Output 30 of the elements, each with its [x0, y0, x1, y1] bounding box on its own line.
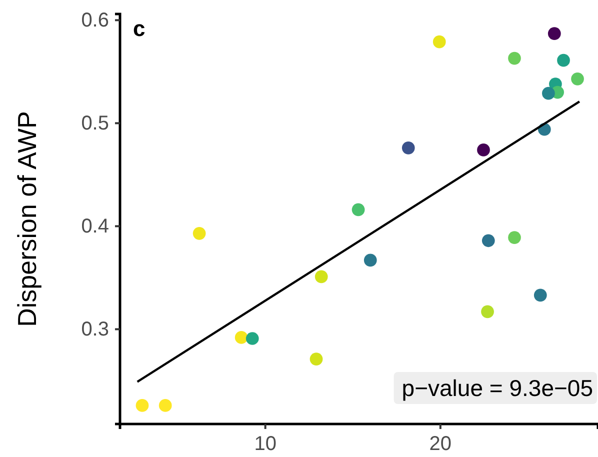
- point: [136, 399, 149, 412]
- point: [482, 234, 495, 248]
- point: [310, 352, 323, 366]
- point: [542, 86, 555, 100]
- point: [548, 27, 561, 40]
- point: [158, 399, 172, 412]
- point: [234, 331, 248, 344]
- x-tick-label: 20: [429, 433, 452, 455]
- y-tick-label: 0.5: [81, 112, 109, 135]
- point: [508, 52, 521, 65]
- x-tick-label: 10: [254, 433, 276, 455]
- point: [352, 203, 365, 216]
- y-axis-title: Dispersion of AWP: [12, 111, 42, 327]
- y-tick-label: 0.4: [81, 216, 109, 238]
- point: [402, 142, 415, 154]
- point: [534, 288, 547, 302]
- point: [246, 332, 259, 345]
- y-tick-label: 0.6: [81, 10, 109, 32]
- point: [477, 144, 490, 156]
- point: [557, 54, 570, 67]
- point: [432, 35, 446, 48]
- point: [314, 270, 328, 284]
- point: [192, 227, 206, 240]
- point: [571, 72, 584, 86]
- point: [481, 305, 494, 318]
- point: [508, 231, 521, 244]
- annotation: p−value = 9.3e−05: [402, 375, 593, 401]
- chart-title: c: [133, 16, 146, 41]
- y-tick-label: 0.3: [81, 318, 109, 341]
- point: [364, 254, 377, 267]
